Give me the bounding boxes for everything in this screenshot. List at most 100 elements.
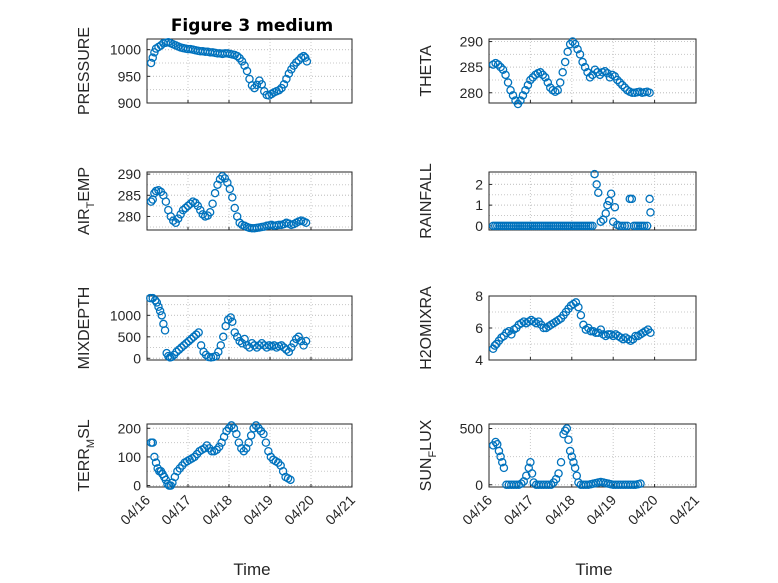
data-point	[146, 58, 156, 68]
data-point	[627, 194, 637, 204]
data-point	[252, 80, 262, 90]
data-point	[232, 429, 241, 439]
data-point	[517, 479, 526, 488]
x-tick-label: 04/16	[117, 492, 153, 528]
data-point	[155, 306, 165, 316]
data-point	[207, 446, 217, 456]
data-point	[146, 197, 156, 206]
data-point	[523, 80, 533, 90]
data-point	[274, 220, 284, 230]
data-point	[246, 431, 256, 440]
subplot-6: 4 6 8 H2OMIXRA	[418, 286, 697, 370]
x-tick-label: 04/18	[199, 492, 235, 528]
x-tick-label: 04/16	[459, 492, 495, 528]
data-point	[600, 67, 610, 76]
data-point	[590, 65, 600, 74]
data-point	[156, 41, 166, 50]
data-point	[562, 424, 572, 433]
y-tick-label: 1	[475, 197, 483, 213]
data-point	[592, 180, 601, 189]
data-point	[150, 296, 160, 305]
data-point	[563, 47, 572, 57]
y-tick-label: 200	[118, 420, 142, 436]
data-point	[232, 332, 242, 342]
data-point	[287, 343, 296, 352]
axes-frame	[488, 423, 697, 488]
x-tick-label: 04/21	[322, 492, 358, 528]
data-point	[152, 298, 162, 307]
data-point	[571, 298, 581, 307]
data-point	[640, 221, 649, 231]
data-point	[182, 338, 191, 348]
data-point	[574, 478, 583, 487]
axes-frame	[488, 38, 697, 104]
x-tick-label: 04/17	[158, 492, 194, 528]
data-point	[583, 68, 592, 77]
y-tick-label: 0	[133, 350, 141, 366]
data-point	[208, 199, 217, 209]
data-point	[255, 341, 264, 350]
data-point	[521, 85, 530, 95]
data-point	[262, 343, 271, 352]
y-axis-label: SUNFLUX	[418, 419, 439, 491]
data-point	[574, 302, 583, 312]
y-axis-label: THETA	[418, 45, 435, 97]
data-point	[289, 338, 299, 348]
y-tick-label: 290	[460, 34, 484, 50]
data-point	[161, 197, 171, 206]
data-point	[189, 332, 198, 342]
data-point	[186, 199, 195, 209]
data-point	[193, 201, 203, 211]
y-axis-label: RAINFALL	[418, 163, 435, 239]
y-tick-label: 2	[475, 176, 483, 192]
data-point	[196, 205, 205, 215]
axes-frame	[146, 295, 353, 361]
axes-frame	[146, 423, 353, 488]
data-point	[615, 78, 625, 87]
data-point	[546, 83, 555, 92]
data-point	[160, 326, 170, 335]
data-point	[585, 73, 595, 82]
x-tick-label: 04/19	[240, 492, 276, 528]
data-point	[146, 293, 155, 303]
y-tick-label: 500	[460, 421, 484, 437]
data-point	[301, 336, 311, 346]
data-point	[184, 336, 194, 346]
data-point	[240, 61, 249, 70]
data-point	[546, 480, 556, 489]
data-point	[503, 78, 513, 87]
data-point	[490, 341, 500, 350]
data-point	[594, 188, 603, 197]
data-point	[494, 446, 504, 456]
data-point	[618, 221, 627, 231]
y-tick-label: 290	[118, 166, 142, 182]
y-tick-label: 280	[460, 85, 484, 101]
data-point	[565, 446, 575, 456]
data-point	[646, 208, 655, 217]
data-point	[518, 91, 528, 100]
data-point	[575, 50, 585, 59]
y-axis-label: H2OMIXRA	[418, 286, 435, 370]
data-point	[286, 475, 295, 485]
data-point	[223, 315, 233, 324]
data-point	[512, 480, 521, 489]
data-point	[191, 330, 201, 339]
data-point	[508, 91, 518, 100]
data-point	[299, 341, 308, 350]
data-point	[645, 88, 654, 98]
data-point	[181, 203, 190, 213]
data-point	[529, 478, 538, 487]
data-point	[210, 188, 220, 198]
data-point	[228, 193, 237, 202]
figure-title: Figure 3 medium	[171, 16, 333, 36]
data-point	[154, 185, 163, 195]
data-point	[220, 174, 230, 183]
data-point	[173, 214, 183, 223]
data-point	[154, 302, 163, 311]
data-point	[214, 442, 224, 452]
data-point	[167, 352, 176, 362]
data-point	[171, 218, 180, 228]
data-point	[645, 194, 654, 204]
data-point	[553, 85, 562, 95]
data-point	[596, 217, 606, 226]
